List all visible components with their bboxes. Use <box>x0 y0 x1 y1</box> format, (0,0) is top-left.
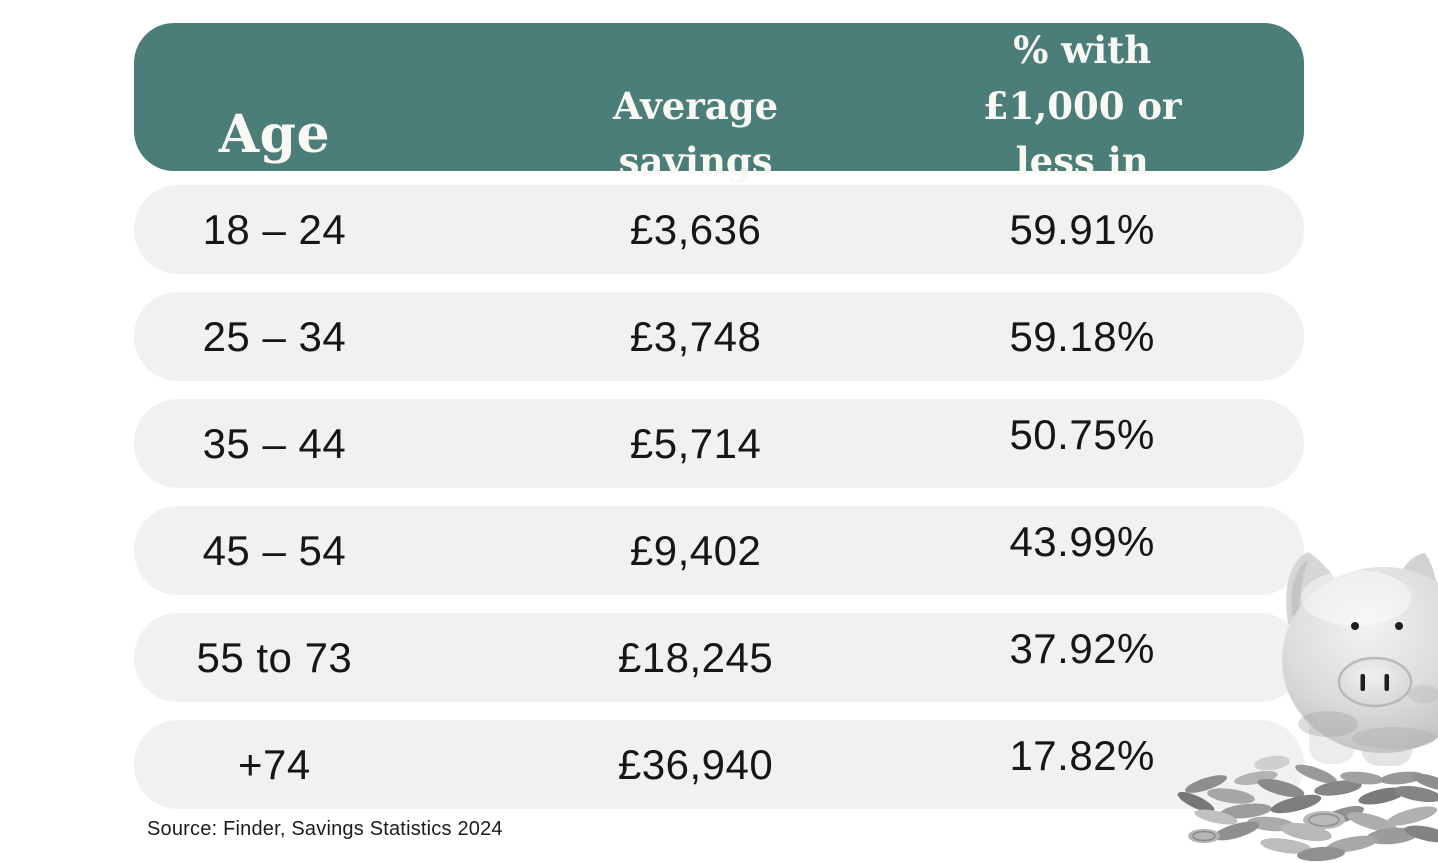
pct-low-savings-cell: 59.91% <box>1009 205 1155 253</box>
average-savings-cell: £5,714 <box>629 419 762 467</box>
table-row: 55 to 73 £18,245 37.92% <box>134 613 1304 702</box>
pct-low-savings-cell: 37.92% <box>1009 624 1155 672</box>
average-savings-cell: £3,636 <box>629 205 762 253</box>
column-header-average-savings: Average savings <box>415 79 977 190</box>
average-savings-cell: £3,748 <box>629 312 762 360</box>
pig-body-shade-2 <box>1352 727 1436 749</box>
pig-right-nostril <box>1384 674 1389 691</box>
coin-pile <box>1177 755 1438 862</box>
pig-right-eye <box>1395 622 1403 630</box>
age-cell: 55 to 73 <box>196 633 353 681</box>
pct-low-savings-cell: 17.82% <box>1009 731 1155 779</box>
pig-snout <box>1337 656 1413 708</box>
savings-by-age-table: Age Average savings % with £1,000 or les… <box>134 23 1304 809</box>
table-row: +74 £36,940 17.82% <box>134 720 1304 809</box>
table-body: 18 – 24 £3,636 59.91% 25 – 34 £3,748 59.… <box>134 185 1304 809</box>
pig-left-nostril <box>1360 674 1365 691</box>
column-header-average-savings-label: Average savings <box>613 83 779 184</box>
table-header-row: Age Average savings % with £1,000 or les… <box>134 23 1304 239</box>
piggy-bank-image <box>1177 552 1438 862</box>
age-cell: 18 – 24 <box>202 205 347 253</box>
pig-body-highlight <box>1301 570 1411 626</box>
average-savings-cell: £9,402 <box>629 526 762 574</box>
age-cell: 45 – 54 <box>202 526 347 574</box>
table-row: 18 – 24 £3,636 59.91% <box>134 185 1304 274</box>
pct-low-savings-cell: 59.18% <box>1009 312 1155 360</box>
column-header-age: Age <box>218 103 331 165</box>
pct-low-savings-cell: 50.75% <box>1009 410 1155 458</box>
average-savings-cell: £36,940 <box>617 740 774 788</box>
age-cell: +74 <box>238 740 311 788</box>
pig-body-shade-3 <box>1408 685 1438 703</box>
age-cell: 35 – 44 <box>202 419 347 467</box>
pig-left-ear-shade <box>1291 560 1308 620</box>
age-cell: 25 – 34 <box>202 312 347 360</box>
pig-left-eye <box>1351 622 1359 630</box>
table-row: 45 – 54 £9,402 43.99% <box>134 506 1304 595</box>
table-row: 25 – 34 £3,748 59.18% <box>134 292 1304 381</box>
pct-low-savings-cell: 43.99% <box>1009 517 1155 565</box>
average-savings-cell: £18,245 <box>617 633 774 681</box>
table-row: 35 – 44 £5,714 50.75% <box>134 399 1304 488</box>
source-caption: Source: Finder, Savings Statistics 2024 <box>147 818 503 840</box>
pig-body-shade-1 <box>1298 711 1358 737</box>
